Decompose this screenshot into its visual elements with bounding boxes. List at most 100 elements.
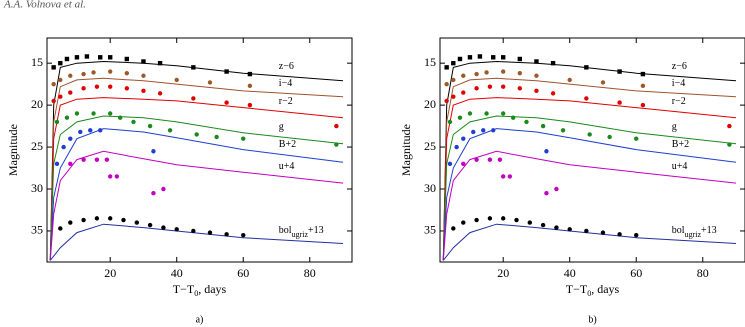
data-point xyxy=(600,230,606,235)
data-point xyxy=(107,69,113,74)
y-tick-label: 30 xyxy=(31,181,43,195)
data-point xyxy=(484,70,489,75)
data-point xyxy=(447,161,453,167)
data-point xyxy=(107,55,113,60)
data-point xyxy=(54,161,60,167)
data-point xyxy=(487,84,493,89)
data-point xyxy=(617,100,622,105)
plot-frame xyxy=(439,37,745,263)
data-point xyxy=(517,56,523,62)
data-point xyxy=(94,84,100,89)
data-point xyxy=(451,94,456,99)
data-point xyxy=(147,123,153,129)
data-point xyxy=(68,161,73,167)
data-point xyxy=(141,88,146,94)
data-point xyxy=(64,56,70,62)
data-point xyxy=(224,232,229,237)
data-point xyxy=(81,217,86,223)
data-point xyxy=(91,70,96,75)
y-tick-label: 20 xyxy=(31,97,43,111)
text-part: 0 xyxy=(194,289,198,298)
data-point xyxy=(454,144,459,150)
data-point xyxy=(461,90,466,95)
series-label: r−2 xyxy=(279,97,293,108)
model-line xyxy=(442,97,737,261)
data-point xyxy=(161,225,166,230)
data-point xyxy=(51,81,56,87)
data-point xyxy=(191,96,196,101)
data-point xyxy=(587,132,592,137)
data-point xyxy=(451,226,456,231)
y-axis-label: Magnitude xyxy=(6,124,20,176)
data-point xyxy=(124,71,130,76)
data-point xyxy=(151,191,156,196)
data-point xyxy=(68,136,73,141)
text-part: bol xyxy=(672,225,685,236)
panel-caption: b) xyxy=(588,314,596,325)
text-part: g xyxy=(672,122,677,133)
model-line xyxy=(442,77,737,261)
data-point xyxy=(474,71,479,77)
data-point xyxy=(567,227,572,232)
data-point xyxy=(161,186,166,192)
text-part: +13 xyxy=(308,225,324,236)
data-point xyxy=(241,136,246,141)
series-label: g xyxy=(672,122,677,133)
data-point xyxy=(74,55,80,60)
data-point xyxy=(510,115,516,120)
data-point xyxy=(554,186,559,192)
data-point xyxy=(640,83,646,89)
data-point xyxy=(444,81,449,87)
series-label: z−6 xyxy=(279,61,294,72)
data-point xyxy=(461,220,466,225)
y-axis-label: Magnitude xyxy=(399,124,413,176)
model-line xyxy=(49,60,344,261)
text-part: B+2 xyxy=(672,139,689,150)
data-point xyxy=(334,123,339,129)
data-point xyxy=(174,227,179,232)
x-tick-label: 60 xyxy=(237,266,249,280)
x-tick-label: 80 xyxy=(697,266,709,280)
data-point xyxy=(527,220,533,225)
data-point xyxy=(94,157,100,162)
text-part: , days xyxy=(591,282,619,296)
data-point xyxy=(224,69,229,74)
text-part: r−2 xyxy=(672,97,686,108)
model-line xyxy=(49,128,344,261)
data-point xyxy=(474,217,479,223)
text-part: ugriz xyxy=(685,230,702,239)
data-point xyxy=(247,83,253,89)
data-point xyxy=(500,216,506,221)
data-point xyxy=(207,230,213,235)
data-point xyxy=(617,69,622,74)
text-part: T−T xyxy=(566,282,588,296)
data-point xyxy=(524,119,529,125)
data-point xyxy=(584,65,589,70)
data-point xyxy=(58,226,63,231)
x-tick-label: 40 xyxy=(171,266,183,280)
data-point xyxy=(461,73,466,78)
data-point xyxy=(117,115,123,120)
model-line xyxy=(442,60,737,261)
text-part: , days xyxy=(198,282,226,296)
data-point xyxy=(540,123,546,129)
data-point xyxy=(451,60,456,66)
data-point xyxy=(600,80,606,85)
data-point xyxy=(534,73,539,78)
series-label: i−4 xyxy=(672,78,685,89)
data-point xyxy=(517,71,523,76)
text-part: u+4 xyxy=(279,161,295,172)
model-line xyxy=(442,150,737,261)
series-label: B+2 xyxy=(279,139,296,150)
data-point xyxy=(107,111,113,116)
data-point xyxy=(497,157,503,162)
model-line xyxy=(49,150,344,261)
data-point xyxy=(727,142,732,147)
data-point xyxy=(58,94,63,99)
data-point xyxy=(54,119,60,125)
x-tick-label: 60 xyxy=(630,266,642,280)
x-tick-label: 20 xyxy=(104,266,116,280)
data-point xyxy=(141,73,146,78)
data-point xyxy=(474,157,479,162)
model-line xyxy=(49,115,344,261)
